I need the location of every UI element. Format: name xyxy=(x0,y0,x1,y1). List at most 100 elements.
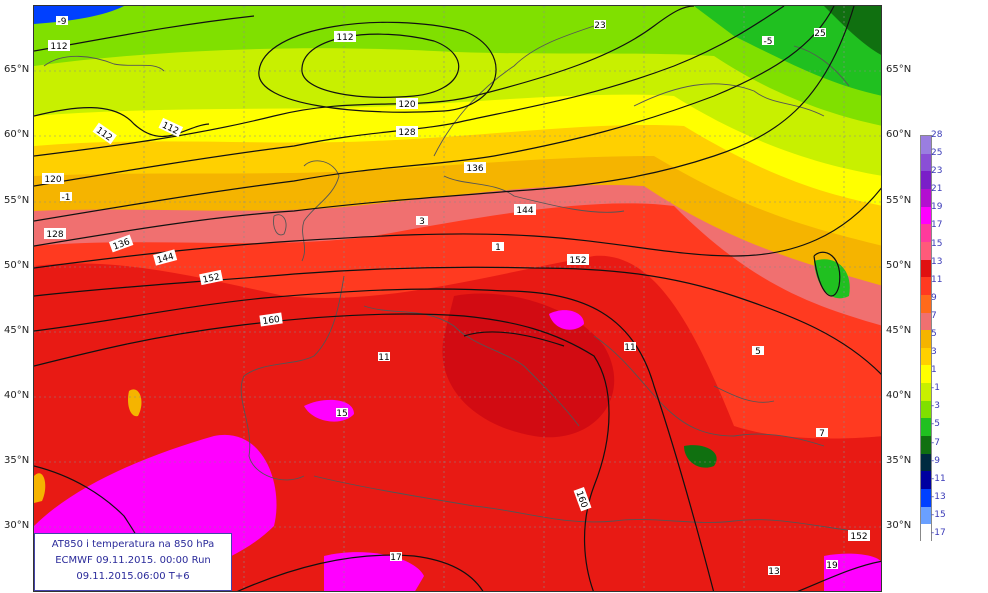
legend-swatch xyxy=(921,383,931,402)
legend-swatch xyxy=(921,418,931,437)
temp-label-text: 11 xyxy=(624,343,635,353)
legend-tick-label: -3 xyxy=(931,401,940,412)
temp-label-group: -9 -5 -1 1 3 5 7 11 11 13 15 17 19 23 25 xyxy=(56,16,838,577)
legend-tick-label: 17 xyxy=(931,220,943,231)
lat-label-right: 50°N xyxy=(886,260,912,271)
temp-label: -9 xyxy=(56,16,68,27)
legend-swatch xyxy=(921,188,931,208)
temp-label: -5 xyxy=(762,36,774,47)
band-m5-ne xyxy=(694,6,881,96)
legend-swatch xyxy=(921,206,931,225)
legend-tick-label: 9 xyxy=(931,292,937,303)
legend-tick-label: 13 xyxy=(931,256,943,267)
contour-label-text: 152 xyxy=(202,272,221,285)
lat-label-left: 35°N xyxy=(4,455,30,466)
lat-label-left: 50°N xyxy=(4,260,30,271)
info-line-3: 09.11.2015.06:00 T+6 xyxy=(76,571,190,582)
temp-label-text: 11 xyxy=(378,353,389,363)
legend-swatch xyxy=(921,347,931,366)
lat-label-left: 45°N xyxy=(4,325,30,336)
lat-label-left: 60°N xyxy=(4,129,30,140)
weather-map: 112 112 112 112 120 120 128 128 136 136 … xyxy=(33,5,882,592)
contour-label: 112 xyxy=(48,40,70,52)
lat-label-right: 45°N xyxy=(886,325,912,336)
info-box: AT850 i temperatura na 850 hPa ECMWF 09.… xyxy=(34,533,232,591)
legend-swatch xyxy=(921,153,931,172)
legend-swatch xyxy=(921,277,931,296)
band-5-pocket xyxy=(128,389,142,417)
legend-swatch xyxy=(921,471,931,490)
legend-tick-label: -1 xyxy=(931,383,940,394)
temp-label-text: 7 xyxy=(819,429,825,439)
lat-label-left: 65°N xyxy=(4,64,30,75)
contour-label-text: 136 xyxy=(466,164,483,174)
lat-label-right: 55°N xyxy=(886,195,912,206)
temp-label: 5 xyxy=(752,346,764,357)
temp-label-text: 3 xyxy=(419,217,425,227)
lat-label-left: 55°N xyxy=(4,195,30,206)
temp-label-text: 25 xyxy=(814,29,825,39)
temp-label: 23 xyxy=(594,20,606,31)
temp-label: 11 xyxy=(624,342,636,353)
info-line-1: AT850 i temperatura na 850 hPa xyxy=(51,539,215,550)
legend-tick-label: -7 xyxy=(931,437,940,448)
contour-label: 144 xyxy=(153,249,178,266)
contour-label-text: 160 xyxy=(262,315,281,327)
contour-label-text: 112 xyxy=(50,42,67,52)
legend-tick-label: 11 xyxy=(931,274,943,285)
temp-label: 15 xyxy=(336,408,348,419)
lat-label-left: 30°N xyxy=(4,520,30,531)
info-line-2: ECMWF 09.11.2015. 00:00 Run xyxy=(55,555,211,566)
color-legend xyxy=(920,135,932,543)
lat-label-right: 40°N xyxy=(886,390,912,401)
temp-label: 17 xyxy=(390,552,402,563)
temp-label-text: -1 xyxy=(62,193,71,203)
band-m7-ne xyxy=(824,6,881,55)
temp-label: 25 xyxy=(814,28,826,39)
legend-tick-label: 7 xyxy=(931,310,937,321)
band-m7-s xyxy=(684,445,717,468)
legend-swatch xyxy=(921,489,931,508)
legend-swatch xyxy=(921,312,931,331)
contour-label-text: 144 xyxy=(156,252,175,266)
legend-swatch xyxy=(921,365,931,384)
contour-label: 128 xyxy=(396,126,418,138)
contour-label-text: 152 xyxy=(569,256,586,266)
contour-label-text: 112 xyxy=(336,33,353,43)
legend-swatch xyxy=(921,294,931,313)
lat-label-left: 40°N xyxy=(4,390,30,401)
band-5-w xyxy=(34,473,46,503)
legend-tick-label: -5 xyxy=(931,419,940,430)
contour-label: 136 xyxy=(464,162,486,174)
legend-swatch xyxy=(921,436,931,455)
band-19-s xyxy=(324,552,424,591)
legend-tick-label: -11 xyxy=(931,473,946,484)
temp-label-text: 5 xyxy=(755,347,761,357)
legend-tick-label: -17 xyxy=(931,528,946,538)
band-m3 xyxy=(34,6,881,126)
legend-tick-label: 21 xyxy=(931,184,943,195)
lat-label-right: 30°N xyxy=(886,520,912,531)
contour-label-text: 152 xyxy=(850,532,867,542)
temp-label: -1 xyxy=(60,192,72,203)
band-19-italy xyxy=(549,310,584,330)
legend-tick-label: -13 xyxy=(931,491,946,502)
contour-label-text: 128 xyxy=(398,128,415,138)
contour-label: 112 xyxy=(334,31,356,43)
contour-label: 152 xyxy=(567,254,589,266)
legend-swatch xyxy=(921,400,931,419)
contour-label: 152 xyxy=(199,269,224,286)
legend-tick-label: 1 xyxy=(931,365,937,376)
contour-label-text: 128 xyxy=(46,230,63,240)
contour-label-text: 144 xyxy=(516,206,533,216)
contour-label: 120 xyxy=(42,173,64,185)
legend-tick-label: 23 xyxy=(931,166,943,177)
legend-swatch xyxy=(921,171,931,190)
contour-label-text: 120 xyxy=(398,100,415,110)
contour-label: 152 xyxy=(848,530,870,542)
contour-label: 120 xyxy=(396,98,418,110)
temp-label-text: 13 xyxy=(768,567,779,577)
temp-label-text: 17 xyxy=(390,553,401,563)
lat-label-right: 65°N xyxy=(886,64,912,75)
contour-label: 128 xyxy=(44,228,66,240)
